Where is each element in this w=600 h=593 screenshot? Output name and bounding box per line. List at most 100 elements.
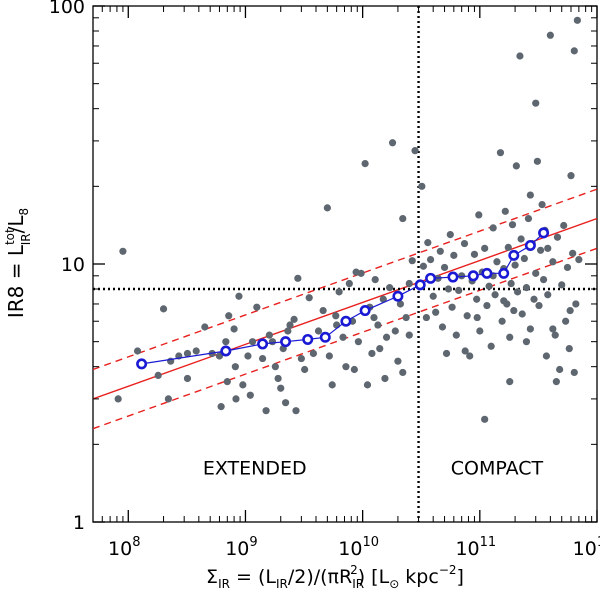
galaxy-point: [335, 288, 343, 296]
galaxy-point: [533, 157, 541, 165]
galaxy-point: [325, 352, 333, 360]
median-point: [136, 358, 148, 370]
galaxy-point: [558, 281, 566, 289]
galaxy-point: [429, 292, 437, 300]
galaxy-point: [405, 279, 413, 288]
y-axis-label: IR8 = Ltot IR/L8: [3, 208, 33, 318]
galaxy-point: [333, 321, 341, 329]
galaxy-point: [371, 276, 379, 284]
galaxy-point: [446, 231, 454, 239]
galaxy-point: [164, 395, 173, 403]
galaxy-point: [491, 291, 499, 299]
galaxy-point: [379, 295, 387, 303]
galaxy-point: [556, 365, 564, 374]
galaxy-point: [513, 288, 522, 296]
median-point: [257, 338, 269, 350]
galaxy-point: [192, 347, 200, 355]
galaxy-point: [418, 182, 426, 190]
galaxy-point: [432, 308, 440, 316]
galaxy-point: [539, 276, 548, 284]
galaxy-point: [294, 274, 302, 282]
galaxy-point: [382, 333, 391, 341]
galaxy-point: [350, 365, 358, 374]
galaxy-point: [277, 384, 285, 392]
galaxy-point: [411, 147, 419, 155]
galaxy-point: [532, 269, 540, 277]
galaxy-point: [517, 235, 525, 243]
galaxy-point: [235, 292, 243, 300]
galaxy-point: [569, 249, 577, 257]
galaxy-point: [381, 374, 389, 383]
ticks: 108 109 1010 1011 1012 1 10 100: [49, 0, 600, 560]
median-point: [498, 267, 510, 279]
x-tick-label: 1011: [455, 535, 496, 560]
galaxy-point: [551, 331, 559, 339]
axes: [92, 5, 598, 523]
galaxy-point: [394, 357, 402, 365]
galaxy-point: [253, 303, 261, 311]
y-tick-label: 100: [49, 0, 85, 18]
median-point: [508, 249, 520, 261]
galaxy-point: [424, 239, 432, 247]
galaxy-point: [475, 211, 483, 219]
galaxy-point: [246, 391, 254, 399]
galaxy-point: [526, 325, 534, 333]
galaxy-point: [217, 403, 225, 411]
galaxy-point: [489, 224, 497, 232]
galaxy-point: [183, 349, 192, 358]
galaxy-point: [466, 352, 474, 360]
galaxy-point: [297, 354, 305, 363]
galaxy-point: [481, 415, 489, 423]
galaxy-point: [442, 349, 451, 358]
galaxy-point: [332, 312, 340, 320]
galaxy-point: [114, 395, 122, 403]
galaxy-point: [535, 301, 543, 310]
galaxy-point: [553, 233, 562, 241]
galaxy-point: [399, 368, 407, 377]
galaxy-point: [496, 149, 505, 157]
galaxy-point: [524, 214, 533, 223]
median-point: [467, 270, 479, 282]
galaxy-point: [526, 191, 534, 199]
galaxy-point: [522, 284, 531, 292]
galaxy-point: [201, 323, 209, 331]
galaxy-point: [511, 261, 519, 269]
galaxy-point: [546, 31, 554, 39]
galaxy-point: [560, 221, 568, 230]
galaxy-point: [339, 333, 347, 341]
galaxy-point: [399, 214, 407, 223]
galaxy-point: [536, 246, 545, 254]
galaxy-point: [565, 344, 573, 353]
galaxy-point: [290, 315, 298, 323]
galaxy-point: [284, 327, 292, 335]
galaxy-point: [309, 349, 317, 358]
galaxy-point: [473, 313, 481, 322]
galaxy-point: [506, 378, 514, 386]
galaxy-point: [485, 282, 493, 290]
galaxy-point: [268, 338, 277, 346]
galaxy-point: [258, 354, 267, 363]
x-tick-label: 1010: [338, 535, 379, 560]
galaxy-point: [473, 295, 481, 303]
galaxy-point: [504, 243, 512, 251]
median-point: [425, 272, 437, 284]
galaxy-point: [463, 312, 471, 320]
galaxy-point: [391, 327, 399, 335]
galaxy-point: [215, 352, 224, 360]
fit-band-upper: [93, 188, 597, 371]
galaxy-point: [440, 263, 449, 272]
galaxy-point: [154, 371, 162, 380]
galaxy-point: [230, 325, 238, 333]
galaxy-point: [500, 297, 508, 305]
galaxy-point: [573, 16, 581, 24]
galaxy-point: [520, 254, 528, 263]
galaxy-point: [301, 365, 309, 374]
plot-frame: [92, 5, 598, 523]
galaxy-point: [159, 305, 168, 313]
galaxy-point: [455, 286, 463, 295]
galaxy-point: [552, 378, 560, 386]
galaxy-point: [575, 256, 583, 264]
galaxy-point: [286, 321, 294, 329]
galaxy-point: [570, 368, 578, 377]
